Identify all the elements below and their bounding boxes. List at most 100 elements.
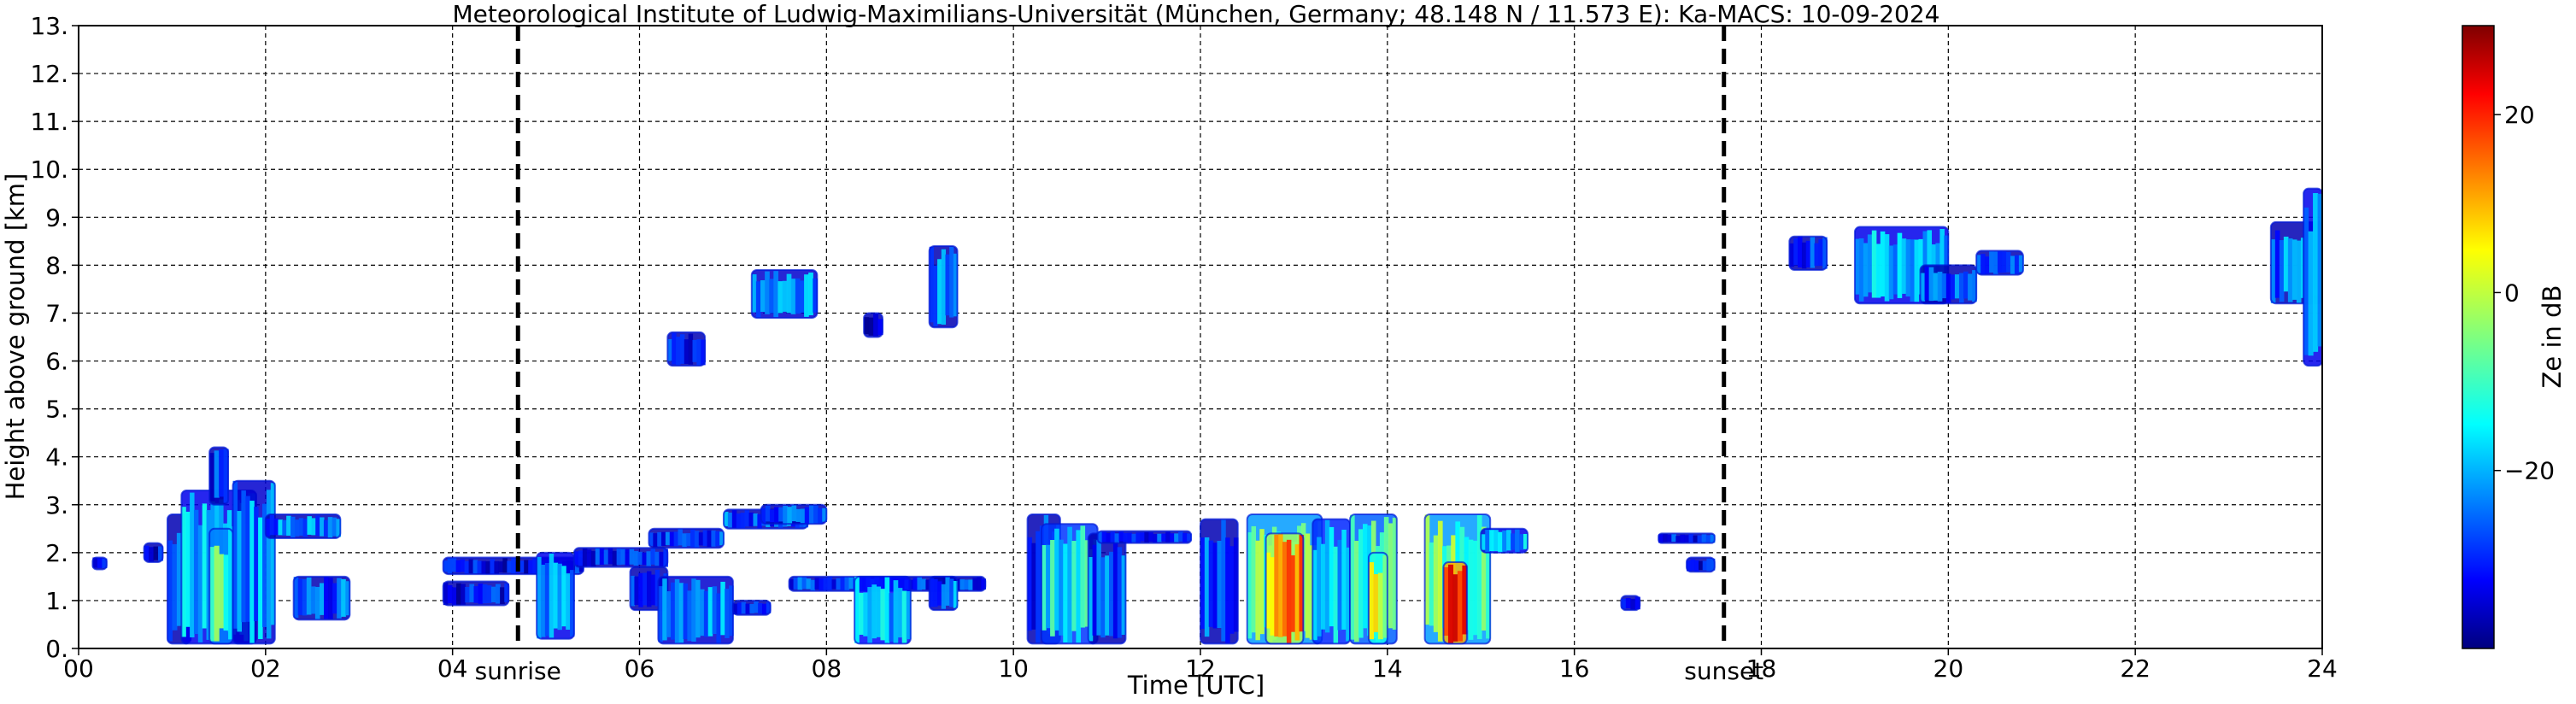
echo-streak xyxy=(929,578,934,607)
echo-streak xyxy=(502,558,508,573)
x-tick-label: 14 xyxy=(1372,654,1403,683)
echo-streak xyxy=(700,589,705,637)
echo-streak xyxy=(2313,192,2319,352)
echo-streak xyxy=(1054,528,1059,631)
echo-streak xyxy=(637,551,643,565)
echo-streak xyxy=(1481,534,1486,550)
echo-streak xyxy=(740,513,746,529)
echo-streak xyxy=(1671,533,1676,543)
echo-streak xyxy=(1621,598,1627,609)
echo-streak xyxy=(1157,533,1162,543)
colorbar-tick-label: 20 xyxy=(2504,101,2535,129)
echo-streak xyxy=(307,516,312,535)
echo-streak xyxy=(754,601,759,613)
echo-edge xyxy=(208,446,230,506)
echo-streak xyxy=(1229,546,1235,634)
echo-region xyxy=(666,331,707,367)
echo-region xyxy=(750,268,819,320)
echo-streak xyxy=(658,586,663,642)
echo-streak xyxy=(302,578,308,616)
echo-edge xyxy=(1658,532,1716,544)
echo-streak xyxy=(315,515,320,537)
echo-edge xyxy=(232,479,276,645)
echo-streak xyxy=(760,507,766,524)
x-tick-label: 08 xyxy=(812,654,842,683)
echo-streak xyxy=(690,529,695,548)
echo-streak xyxy=(1658,534,1664,543)
echo-streak xyxy=(751,274,757,313)
echo-streak xyxy=(1221,519,1226,642)
echo-streak xyxy=(557,563,562,631)
echo-streak xyxy=(92,557,98,568)
echo-streak xyxy=(1437,520,1443,642)
echo-streak xyxy=(1100,557,1106,638)
echo-streak xyxy=(720,581,725,636)
echo-streak xyxy=(1941,273,1947,299)
echo-streak xyxy=(1818,238,1823,267)
echo-streak xyxy=(1697,535,1703,543)
x-axis: 00 02 04 06 08 10 12 14 16 18 20 22 24 xyxy=(63,648,2338,683)
echo-region xyxy=(1620,595,1641,612)
echo-streak xyxy=(1109,551,1114,637)
echo-streak xyxy=(949,578,954,607)
echo-streak xyxy=(893,580,899,643)
echo-streak xyxy=(917,577,923,590)
echo-streak xyxy=(787,507,793,524)
x-tick-label: 10 xyxy=(998,654,1029,683)
echo-streak xyxy=(1027,537,1032,631)
echo-edge xyxy=(666,331,707,367)
echo-region xyxy=(292,575,351,621)
echo-streak xyxy=(2001,251,2007,273)
colorbar-gradient xyxy=(2462,25,2495,649)
echo-streak xyxy=(1233,537,1239,632)
echo-streak xyxy=(822,507,827,522)
echo-streak xyxy=(682,533,687,548)
echo-streak xyxy=(1212,543,1218,629)
echo-streak xyxy=(2296,240,2302,303)
echo-streak xyxy=(1871,230,1877,298)
echo-streak xyxy=(642,552,648,566)
echo-streak xyxy=(209,547,215,642)
echo-streak xyxy=(1481,526,1487,631)
echo-streak xyxy=(451,587,457,606)
echo-streak xyxy=(158,546,164,561)
echo-streak xyxy=(498,561,503,573)
echo-region xyxy=(91,556,108,571)
echo-streak xyxy=(684,339,689,365)
echo-streak xyxy=(327,517,333,538)
echo-streak xyxy=(854,577,860,643)
echo-streak xyxy=(1101,531,1107,543)
echo-streak xyxy=(953,253,959,317)
echo-streak xyxy=(1433,535,1439,632)
echo-streak xyxy=(831,579,837,590)
echo-streak xyxy=(232,480,238,629)
echo-streak xyxy=(443,582,449,606)
echo-streak xyxy=(977,577,982,591)
echo-streak xyxy=(214,545,220,642)
echo-edge xyxy=(264,513,342,540)
echo-streak xyxy=(731,509,737,528)
colorbar: 20 0 −20 Ze in dB xyxy=(2462,25,2567,649)
echo-streak xyxy=(1036,531,1041,643)
echo-region xyxy=(264,513,342,540)
echo-streak xyxy=(320,517,325,537)
echo-streak xyxy=(959,579,965,590)
echo-streak xyxy=(590,550,596,567)
echo-streak xyxy=(741,601,747,614)
echo-streak xyxy=(695,579,701,638)
echo-streak xyxy=(586,549,592,566)
echo-streak xyxy=(1705,535,1711,543)
echo-streak xyxy=(1127,532,1133,543)
echo-streak xyxy=(102,558,108,568)
echo-streak xyxy=(801,576,807,590)
echo-streak xyxy=(804,507,810,525)
echo-streak xyxy=(190,492,195,638)
echo-streak xyxy=(941,249,947,325)
echo-streak xyxy=(925,579,931,590)
echo-streak xyxy=(481,560,487,574)
echo-streak xyxy=(319,583,325,615)
echo-streak xyxy=(844,577,850,591)
echo-streak xyxy=(1117,547,1123,638)
echo-streak xyxy=(336,519,341,537)
echo-streak xyxy=(840,577,846,591)
